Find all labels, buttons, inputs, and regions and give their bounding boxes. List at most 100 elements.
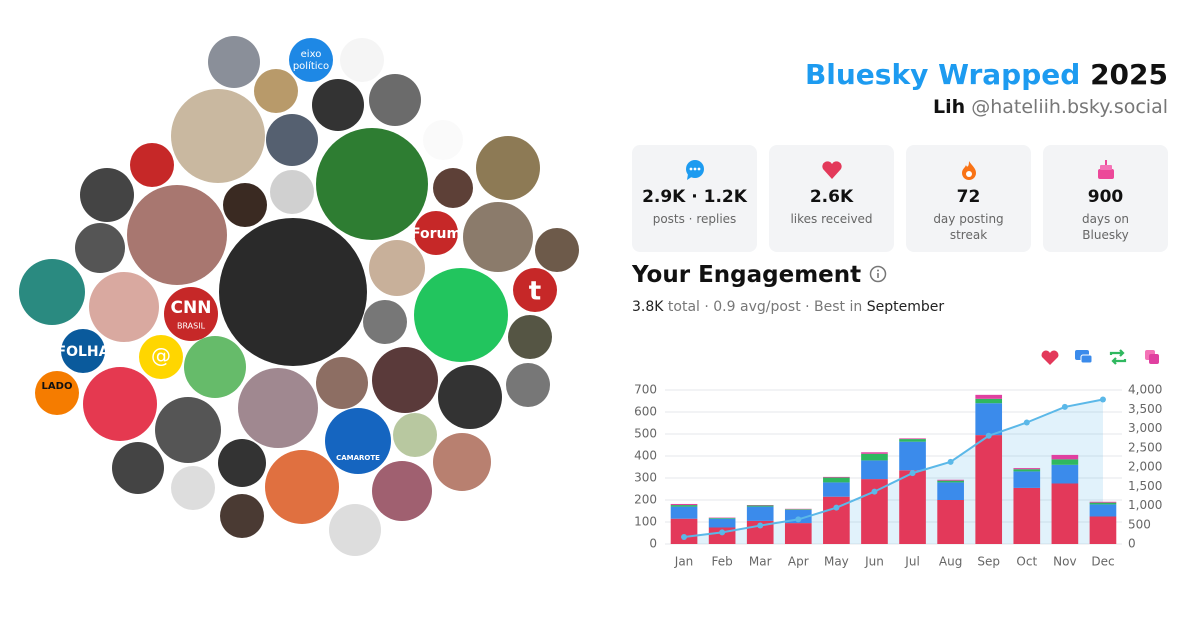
bar-segment <box>861 453 888 461</box>
bar-segment <box>899 470 926 544</box>
avatar[interactable] <box>463 202 533 272</box>
avatar[interactable] <box>83 367 157 441</box>
y2-tick-label: 3,500 <box>1128 402 1162 416</box>
legend-quotes[interactable] <box>1145 350 1159 364</box>
avatar[interactable] <box>476 136 540 200</box>
legend-likes[interactable] <box>1041 350 1059 365</box>
avatar[interactable] <box>265 450 339 524</box>
avatar[interactable] <box>423 120 463 160</box>
avatar[interactable] <box>35 371 79 415</box>
avatar[interactable] <box>184 336 246 398</box>
logo-text: LADO <box>42 381 73 392</box>
avatar[interactable] <box>254 69 298 113</box>
icon <box>961 161 976 180</box>
legend-replies[interactable] <box>1075 350 1093 364</box>
avatar[interactable] <box>218 439 266 487</box>
x-tick-label: Sep <box>977 555 1000 569</box>
bar-segment <box>1089 502 1117 505</box>
avatar[interactable] <box>171 466 215 510</box>
logo-text: BRASIL <box>177 322 206 331</box>
bar-segment <box>975 403 1003 436</box>
avatar[interactable] <box>329 504 381 556</box>
bar-segment <box>823 477 850 483</box>
avatar[interactable] <box>19 259 85 325</box>
avatar[interactable] <box>75 223 125 273</box>
avatar[interactable] <box>312 79 364 131</box>
avatar[interactable] <box>266 114 318 166</box>
avatar[interactable] <box>89 272 159 342</box>
bar-segment <box>937 482 964 500</box>
avatar[interactable] <box>363 300 407 344</box>
avatar[interactable] <box>414 211 458 255</box>
avatar[interactable] <box>508 315 552 359</box>
avatar[interactable] <box>223 183 267 227</box>
avatar[interactable] <box>438 365 502 429</box>
bar-segment <box>937 500 964 544</box>
bar-segment <box>670 503 698 506</box>
legend-reposts[interactable] <box>1109 349 1127 365</box>
avatar[interactable] <box>325 408 391 474</box>
icon <box>821 161 842 179</box>
avatar[interactable] <box>433 168 473 208</box>
bar-segment <box>784 523 812 544</box>
year: 2025 <box>1090 58 1168 91</box>
avatar[interactable] <box>155 397 221 463</box>
line-point <box>985 432 992 439</box>
icon <box>1097 160 1114 179</box>
avatar[interactable] <box>372 347 438 413</box>
logo-text: CAMAROTE <box>336 454 380 462</box>
avatar[interactable] <box>127 185 227 285</box>
avatar[interactable] <box>535 228 579 272</box>
avatar[interactable] <box>393 413 437 457</box>
avatar[interactable] <box>289 38 333 82</box>
avatar[interactable] <box>139 335 183 379</box>
avatar[interactable] <box>369 74 421 126</box>
bar-segment <box>861 452 888 454</box>
avatar[interactable] <box>513 268 557 312</box>
avatar[interactable] <box>316 357 368 409</box>
line-point <box>833 504 840 511</box>
line-point <box>1023 419 1030 426</box>
logo-text: t <box>529 277 541 307</box>
section-title: Your Engagement <box>632 262 887 288</box>
info-icon[interactable] <box>869 265 887 283</box>
user-name: Lih <box>933 96 966 118</box>
avatar[interactable] <box>369 240 425 296</box>
avatar[interactable] <box>316 128 428 240</box>
bar-segment <box>670 518 698 544</box>
avatar[interactable] <box>112 442 164 494</box>
bar-segment <box>899 441 926 471</box>
bar-segment <box>670 506 698 519</box>
avatar[interactable] <box>208 36 260 88</box>
bar-segment <box>1089 504 1117 517</box>
bar-segment <box>823 476 850 478</box>
avatar[interactable] <box>130 143 174 187</box>
y2-tick-label: 2,000 <box>1128 460 1162 474</box>
bar-segment <box>975 394 1003 399</box>
bar-segment <box>937 480 964 483</box>
avatar[interactable] <box>164 287 218 341</box>
avatar[interactable] <box>238 368 318 448</box>
avatar[interactable] <box>270 170 314 214</box>
avatar[interactable] <box>220 494 264 538</box>
y-tick-label: 500 <box>634 427 657 441</box>
avatar[interactable] <box>372 461 432 521</box>
avatar[interactable] <box>340 38 384 82</box>
bar-segment <box>1013 469 1041 472</box>
stat-card: 900 days on Bluesky <box>1043 145 1168 252</box>
bar-segment <box>1051 483 1079 544</box>
y2-tick-label: 2,500 <box>1128 440 1162 454</box>
avatar[interactable] <box>506 363 550 407</box>
avatar[interactable] <box>61 329 105 373</box>
avatar[interactable] <box>414 268 508 362</box>
avatar[interactable] <box>171 89 265 183</box>
avatar[interactable] <box>80 168 134 222</box>
x-tick-label: May <box>824 555 849 569</box>
avatar[interactable] <box>219 218 367 366</box>
bar-segment <box>975 398 1003 404</box>
best-month: September <box>866 299 945 315</box>
line-point <box>947 458 954 465</box>
avatar[interactable] <box>433 433 491 491</box>
y2-tick-label: 4,000 <box>1128 383 1162 397</box>
